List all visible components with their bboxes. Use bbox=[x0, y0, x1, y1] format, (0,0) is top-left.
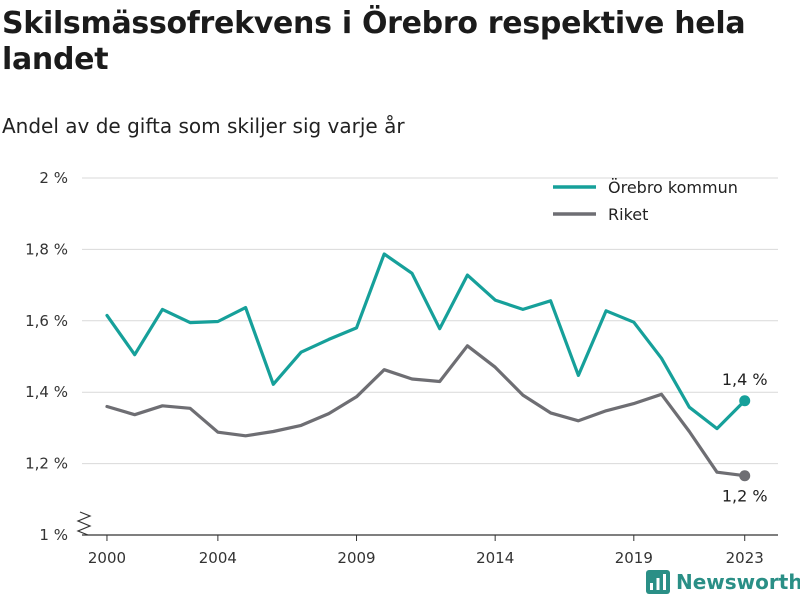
series-line-orebro bbox=[105, 252, 747, 431]
series-line-riket bbox=[105, 344, 747, 478]
gridlines bbox=[82, 177, 778, 536]
axis-break-mark bbox=[76, 511, 92, 536]
brand-name: Newsworthy bbox=[676, 570, 800, 594]
y-tick-label: 1,4 % bbox=[25, 383, 68, 401]
x-tick-label: 2000 bbox=[88, 549, 126, 567]
series-lines: 1,4 % 1,2 % bbox=[105, 252, 768, 506]
x-tick-label: 2004 bbox=[199, 549, 237, 567]
legend-label: Riket bbox=[608, 205, 648, 224]
brand-logo: Newsworthy bbox=[646, 568, 800, 596]
y-tick-label: 1,8 % bbox=[25, 240, 68, 258]
end-value-label: 1,2 % bbox=[722, 487, 768, 506]
end-value-label: 1,4 % bbox=[722, 370, 768, 389]
end-point-marker bbox=[739, 470, 751, 482]
y-tick-label: 1,2 % bbox=[25, 455, 68, 473]
chart-subtitle: Andel av de gifta som skiljer sig varje … bbox=[2, 114, 405, 138]
chart-title: Skilsmässofrekvens i Örebro respektive h… bbox=[2, 6, 746, 77]
end-point-marker bbox=[739, 395, 751, 407]
legend-label: Örebro kommun bbox=[608, 178, 738, 197]
y-tick-label: 1,6 % bbox=[25, 312, 68, 330]
legend: Örebro kommun Riket bbox=[553, 178, 738, 224]
bar-chart-icon bbox=[646, 570, 670, 594]
x-axis: 2000 2004 2009 2014 2019 2023 bbox=[88, 535, 764, 567]
x-tick-label: 2014 bbox=[476, 549, 514, 567]
y-tick-label: 1 % bbox=[39, 526, 68, 544]
x-tick-label: 2023 bbox=[726, 549, 764, 567]
y-axis: 1 % 1,2 % 1,4 % 1,6 % 1,8 % 2 % bbox=[25, 169, 92, 544]
x-tick-label: 2009 bbox=[337, 549, 375, 567]
x-tick-label: 2019 bbox=[615, 549, 653, 567]
y-tick-label: 2 % bbox=[39, 169, 68, 187]
